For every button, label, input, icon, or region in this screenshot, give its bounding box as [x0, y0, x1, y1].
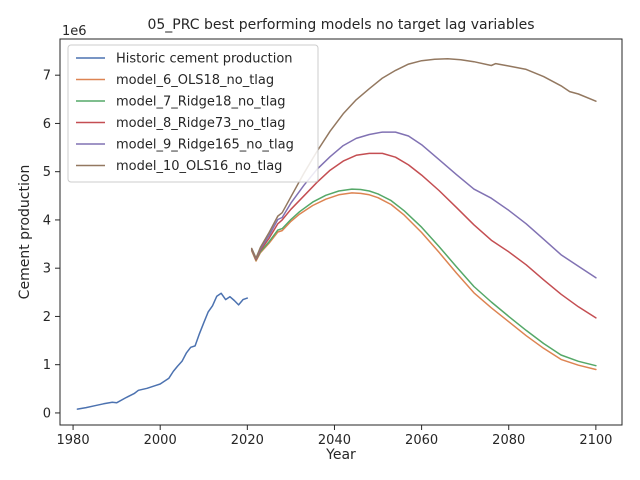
- y-tick-label: 6: [43, 117, 51, 132]
- y-tick-label: 4: [43, 213, 51, 228]
- series-line-4: [250, 131, 597, 279]
- legend-entry: model_7_Ridge18_no_tlag: [116, 95, 286, 110]
- x-tick-label: 2000: [144, 433, 177, 448]
- series-line-5: [250, 58, 597, 259]
- x-tick-label: 2040: [318, 433, 351, 448]
- plot-frame: [59, 38, 623, 426]
- legend-entry: model_10_OLS16_no_tlag: [116, 159, 282, 174]
- y-tick-label: 2: [43, 310, 51, 325]
- y-tick-label: 7: [43, 69, 51, 84]
- x-axis-label: Year: [325, 447, 356, 463]
- y-tick-label: 3: [43, 262, 51, 277]
- x-axis: 1980 2000 2020 2040 2060 2080 2100: [57, 425, 612, 448]
- x-tick-label: 2060: [405, 433, 438, 448]
- x-tick-label: 2100: [579, 433, 612, 448]
- y-axis-label: Cement production: [17, 165, 33, 300]
- series-line-2: [250, 188, 597, 367]
- legend: Historic cement production model_6_OLS18_…: [67, 44, 319, 183]
- y-multiplier-label: 1e6: [62, 24, 87, 39]
- x-tick-label: 2020: [231, 433, 264, 448]
- legend-entry: model_6_OLS18_no_tlag: [116, 73, 274, 88]
- series-line-3: [250, 152, 597, 319]
- x-tick-label: 1980: [57, 433, 90, 448]
- y-axis: 0 1 2 3 4 5 6 7: [43, 69, 60, 421]
- legend-entry: model_8_Ridge73_no_tlag: [116, 116, 286, 131]
- y-tick-label: 0: [43, 406, 51, 421]
- series-line-0: [76, 292, 249, 410]
- plot-lines: [76, 58, 597, 410]
- x-tick-label: 2080: [492, 433, 525, 448]
- y-tick-label: 1: [43, 358, 51, 373]
- series-line-1: [250, 192, 597, 371]
- chart-title: 05_PRC best performing models no target …: [147, 17, 534, 33]
- y-tick-label: 5: [43, 165, 51, 180]
- legend-entry: Historic cement production: [116, 52, 293, 67]
- legend-entry: model_9_Ridge165_no_tlag: [116, 138, 294, 153]
- legend-box: [67, 44, 319, 183]
